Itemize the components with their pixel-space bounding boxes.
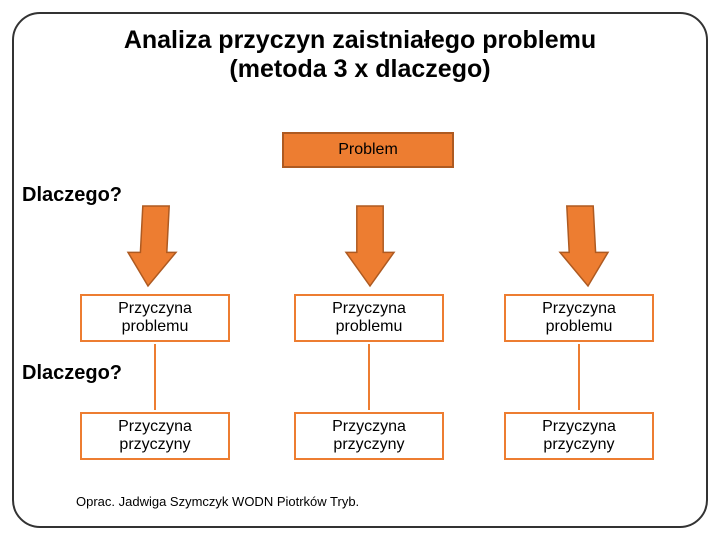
problem-label: Problem [338, 141, 398, 159]
slide-frame: Analiza przyczyn zaistniałego problemu (… [12, 12, 708, 528]
slide-title: Analiza przyczyn zaistniałego problemu (… [14, 26, 706, 84]
cause-of-cause-label: Przyczynaprzyczyny [332, 418, 406, 453]
cause-of-cause-box: Przyczynaprzyczyny [80, 412, 230, 460]
arrow-down-icon [122, 204, 190, 292]
question-1: Dlaczego? [22, 184, 122, 207]
cause-label: Przyczynaproblemu [332, 300, 406, 335]
cause-label: Przyczynaproblemu [118, 300, 192, 335]
connector-line [578, 344, 580, 410]
cause-of-cause-box: Przyczynaprzyczyny [294, 412, 444, 460]
question-2: Dlaczego? [22, 362, 122, 385]
cause-label: Przyczynaproblemu [542, 300, 616, 335]
title-line-1: Analiza przyczyn zaistniałego problemu [14, 26, 706, 55]
cause-of-cause-label: Przyczynaprzyczyny [542, 418, 616, 453]
connector-line [154, 344, 156, 410]
cause-of-cause-label: Przyczynaprzyczyny [118, 418, 192, 453]
arrow-down-icon [336, 204, 404, 292]
cause-box: Przyczynaproblemu [294, 294, 444, 342]
footer-credit: Oprac. Jadwiga Szymczyk WODN Piotrków Tr… [76, 494, 359, 509]
cause-box: Przyczynaproblemu [80, 294, 230, 342]
cause-of-cause-box: Przyczynaprzyczyny [504, 412, 654, 460]
title-line-2: (metoda 3 x dlaczego) [14, 55, 706, 84]
arrow-down-icon [546, 204, 614, 292]
problem-box: Problem [282, 132, 454, 168]
connector-line [368, 344, 370, 410]
cause-box: Przyczynaproblemu [504, 294, 654, 342]
